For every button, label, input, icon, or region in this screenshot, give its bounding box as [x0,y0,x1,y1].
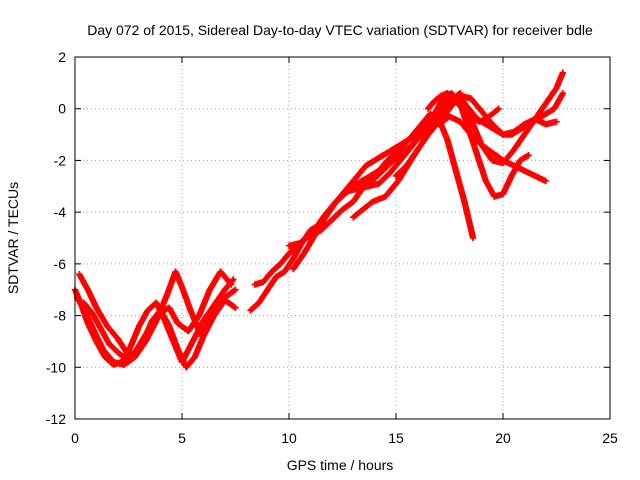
data-point [525,152,532,159]
data-point [230,276,237,283]
y-tick-label: -2 [54,152,67,168]
data-point [469,234,477,242]
data-point [232,304,239,312]
plot-frame [74,56,611,420]
series-track-4 [80,268,235,363]
y-axis-label: SDTVAR / TECUs [5,182,21,294]
x-axis-label: GPS time / hours [287,457,394,473]
data-point [495,105,502,112]
data-marker [227,280,234,287]
axis-ticks [74,56,611,420]
data-point [232,286,239,293]
data-marker [231,287,238,294]
data-points [71,69,567,371]
chart-title: Day 072 of 2015, Sidereal Day-to-day VTE… [87,22,593,38]
y-tick-label: -12 [46,411,66,427]
data-point [553,118,560,125]
x-tick-label: 20 [495,430,511,446]
series-track-10 [435,113,549,185]
tick-labels: 0 5 10 15 20 25 -12 -10 -8 -6 -4 -2 0 2 [46,49,618,446]
x-tick-label: 15 [388,430,404,446]
data-point [228,281,235,288]
y-tick-label: -6 [54,256,67,272]
y-tick-label: 0 [58,101,66,117]
x-tick-label: 25 [602,430,618,446]
x-tick-label: 10 [281,430,297,446]
y-tick-label: 2 [58,49,66,65]
grid [75,57,610,419]
y-tick-label: -8 [54,308,67,324]
y-tick-label: -10 [46,359,66,375]
data-point [542,177,549,185]
data-marker [231,303,238,311]
data-point [559,69,567,76]
data-point [559,90,567,97]
x-tick-label: 5 [178,430,186,446]
data-marker [494,106,501,113]
x-tick-label: 0 [71,430,79,446]
y-tick-label: -4 [54,204,67,220]
series-track-12 [392,92,560,180]
